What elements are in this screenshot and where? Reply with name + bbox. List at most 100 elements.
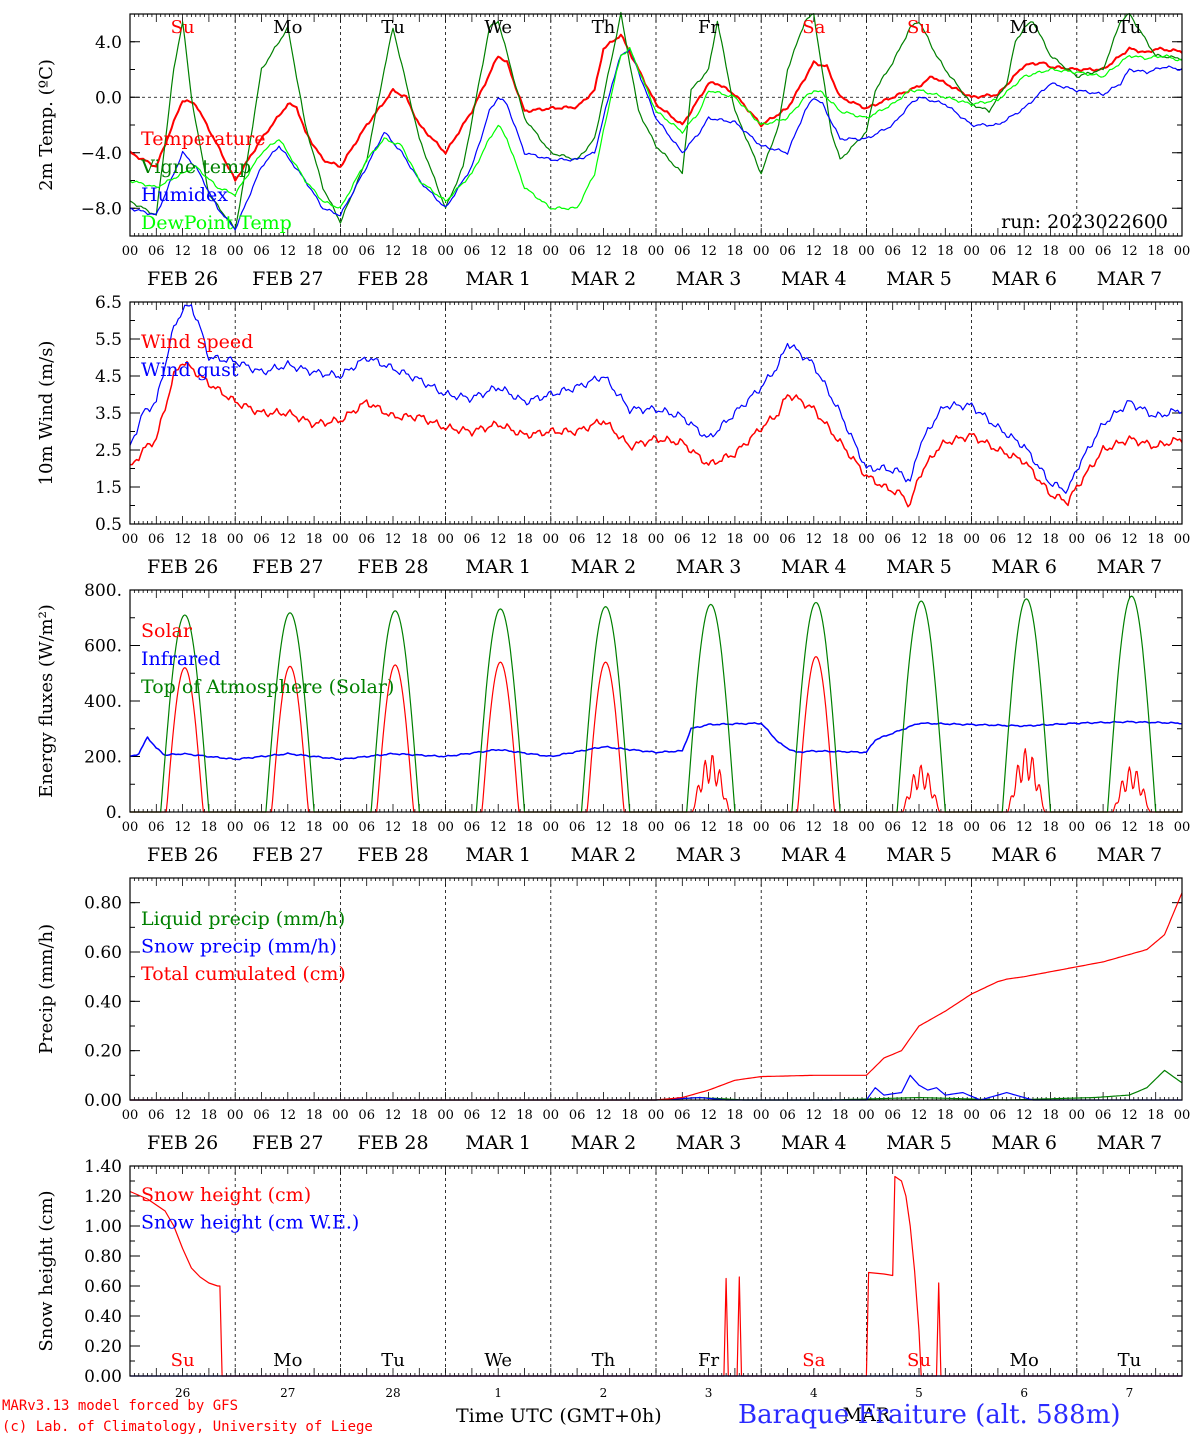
x-hour-label: 18 <box>832 244 849 259</box>
x-hour-label: 18 <box>516 244 533 259</box>
x-hour-label: 06 <box>990 1108 1007 1123</box>
x-hour-label: 00 <box>963 1108 980 1123</box>
x-hour-label: 18 <box>1042 244 1059 259</box>
x-hour-label: 12 <box>280 820 297 835</box>
x-hour-label: 12 <box>1121 1108 1138 1123</box>
legend-entry: Snow height (cm) <box>141 1184 311 1206</box>
x-hour-label: 00 <box>963 820 980 835</box>
legend-entry: Total cumulated (cm) <box>141 963 346 985</box>
legend-entry: Top of Atmosphere (Solar) <box>141 676 394 698</box>
x-hour-label: 00 <box>227 820 244 835</box>
x-hour-label: 00 <box>437 820 454 835</box>
month-label: MAR <box>843 1404 891 1426</box>
x-hour-label: 12 <box>806 244 823 259</box>
x-hour-label: 18 <box>411 244 428 259</box>
weekday-label: Su <box>907 17 931 38</box>
x-hour-label: 12 <box>806 1108 823 1123</box>
x-hour-label: 00 <box>1174 244 1191 259</box>
y-tick-label: 4.5 <box>95 367 122 387</box>
x-date-label: MAR 3 <box>676 844 742 866</box>
y-tick-label: 0.20 <box>84 1337 122 1357</box>
x-date-label: FEB 26 <box>147 1132 218 1154</box>
x-date-label: MAR 5 <box>886 268 952 290</box>
x-hour-label: 06 <box>569 1108 586 1123</box>
y-tick-label: 0. <box>106 803 122 823</box>
x-hour-label: 12 <box>595 532 612 547</box>
plot-frame <box>129 13 1183 237</box>
x-hour-label: 18 <box>201 1108 218 1123</box>
x-hour-label: 06 <box>464 532 481 547</box>
x-hour-label: 18 <box>727 820 744 835</box>
x-hour-label: 00 <box>753 244 770 259</box>
x-hour-label: 06 <box>358 532 375 547</box>
x-date-label: MAR 3 <box>676 268 742 290</box>
x-hour-label: 12 <box>174 820 191 835</box>
x-hour-label: 18 <box>201 244 218 259</box>
x-hour-label: 12 <box>490 820 507 835</box>
x-hour-label: 12 <box>1016 1108 1033 1123</box>
weekday-label: Su <box>171 1350 195 1371</box>
x-hour-label: 00 <box>858 820 875 835</box>
day-number-label: 5 <box>915 1386 923 1400</box>
x-hour-label: 06 <box>569 820 586 835</box>
x-hour-label: 18 <box>516 532 533 547</box>
run-label: run: 2023022600 <box>1001 211 1168 233</box>
x-hour-label: 00 <box>963 532 980 547</box>
x-hour-label: 00 <box>963 244 980 259</box>
x-date-label: MAR 6 <box>991 844 1057 866</box>
x-hour-label: 00 <box>858 244 875 259</box>
weekday-label: Fr <box>698 17 719 38</box>
y-tick-label: 0.5 <box>95 515 122 535</box>
x-date-label: MAR 5 <box>886 844 952 866</box>
x-hour-label: 06 <box>253 1108 270 1123</box>
series-line-wind-speed <box>129 360 1183 508</box>
x-date-label: FEB 27 <box>252 844 323 866</box>
time-axis-label: Time UTC (GMT+0h) <box>456 1405 662 1427</box>
x-hour-label: 00 <box>648 1108 665 1123</box>
x-hour-label: 00 <box>648 532 665 547</box>
x-hour-label: 06 <box>884 820 901 835</box>
y-tick-label: 800. <box>84 581 122 601</box>
x-hour-label: 00 <box>1174 1108 1191 1123</box>
x-date-label: MAR 4 <box>781 844 847 866</box>
x-hour-label: 00 <box>543 820 560 835</box>
x-hour-label: 18 <box>727 244 744 259</box>
x-hour-label: 06 <box>884 532 901 547</box>
x-hour-label: 00 <box>543 532 560 547</box>
x-hour-label: 06 <box>148 1108 165 1123</box>
x-hour-label: 00 <box>858 532 875 547</box>
x-date-label: MAR 5 <box>886 1132 952 1154</box>
x-hour-label: 00 <box>1069 532 1086 547</box>
x-hour-label: 12 <box>595 244 612 259</box>
series-line-wind-gust <box>129 304 1183 494</box>
x-date-label: MAR 1 <box>465 844 531 866</box>
x-hour-label: 12 <box>1016 820 1033 835</box>
x-hour-label: 18 <box>937 532 954 547</box>
legend-entry: Vigne temp <box>140 156 251 178</box>
x-hour-label: 18 <box>516 1108 533 1123</box>
weekday-label: Mo <box>273 1350 302 1371</box>
x-hour-label: 00 <box>1174 820 1191 835</box>
x-hour-label: 18 <box>1042 1108 1059 1123</box>
x-hour-label: 12 <box>700 1108 717 1123</box>
x-date-label: MAR 6 <box>991 1132 1057 1154</box>
x-hour-label: 12 <box>595 1108 612 1123</box>
x-hour-label: 00 <box>753 1108 770 1123</box>
x-hour-label: 06 <box>884 1108 901 1123</box>
x-hour-label: 18 <box>411 1108 428 1123</box>
weekday-label: Fr <box>698 1350 719 1371</box>
y-tick-label: 600. <box>84 637 122 657</box>
x-hour-label: 00 <box>648 244 665 259</box>
weekday-label: We <box>484 17 512 38</box>
day-number-label: 2 <box>600 1386 608 1400</box>
x-hour-label: 12 <box>280 244 297 259</box>
x-hour-label: 18 <box>201 820 218 835</box>
y-tick-label: 0.80 <box>84 894 122 914</box>
day-number-label: 4 <box>810 1386 818 1400</box>
x-hour-label: 00 <box>858 1108 875 1123</box>
x-hour-label: 00 <box>437 532 454 547</box>
x-hour-label: 06 <box>253 244 270 259</box>
y-tick-label: 0.80 <box>84 1247 122 1267</box>
weekday-label: Mo <box>1010 1350 1039 1371</box>
